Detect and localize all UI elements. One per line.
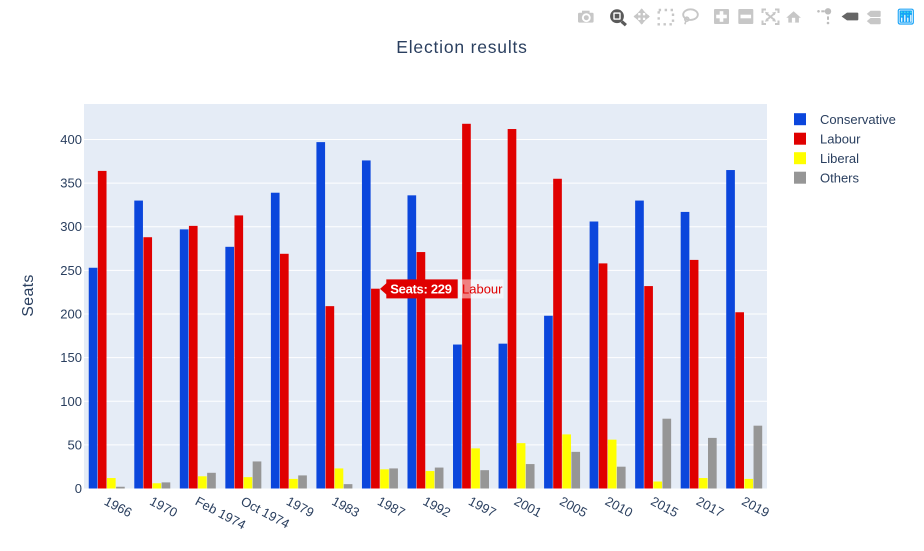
svg-text:Conservative: Conservative bbox=[820, 112, 896, 127]
svg-text:350: 350 bbox=[60, 176, 82, 191]
svg-text:400: 400 bbox=[60, 132, 82, 147]
svg-text:Election results: Election results bbox=[396, 37, 527, 57]
svg-text:200: 200 bbox=[60, 307, 82, 322]
svg-text:0: 0 bbox=[75, 481, 82, 496]
svg-text:150: 150 bbox=[60, 350, 82, 365]
svg-text:Seats: 229: Seats: 229 bbox=[390, 281, 451, 296]
svg-text:50: 50 bbox=[68, 437, 82, 452]
svg-text:Seats: Seats bbox=[20, 274, 37, 316]
svg-text:Labour: Labour bbox=[820, 131, 861, 146]
svg-text:300: 300 bbox=[60, 219, 82, 234]
svg-text:250: 250 bbox=[60, 263, 82, 278]
svg-text:Liberal: Liberal bbox=[820, 151, 859, 166]
svg-text:100: 100 bbox=[60, 394, 82, 409]
svg-text:Labour: Labour bbox=[462, 281, 503, 296]
svg-text:Others: Others bbox=[820, 170, 860, 185]
